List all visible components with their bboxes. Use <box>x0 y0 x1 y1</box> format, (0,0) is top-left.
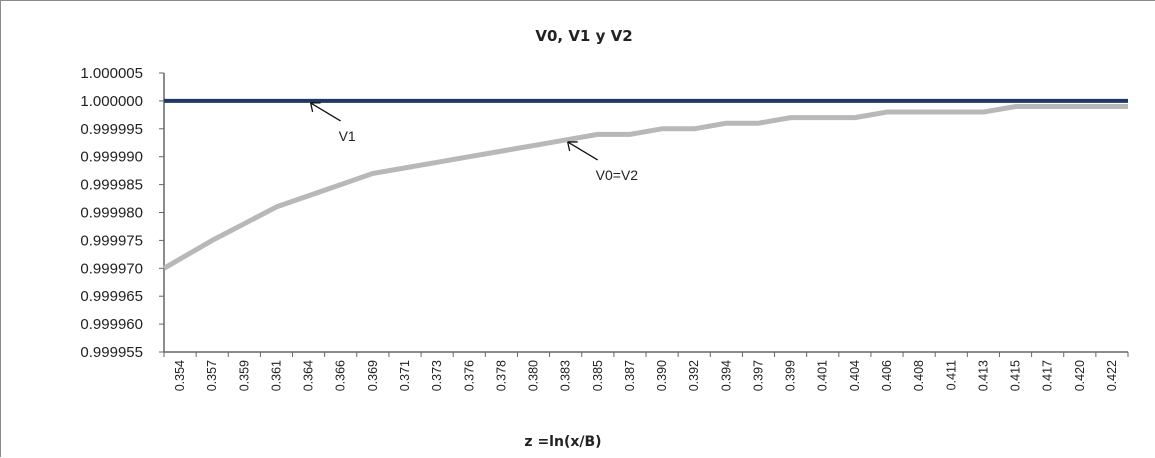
x-axis-label: z =ln(x/B) <box>524 434 601 450</box>
y-axis-ticks: 1.000005 1.000000 0.999995 0.999990 0.999985… <box>80 65 164 361</box>
x-tick-label: 0.376 <box>462 360 476 391</box>
y-tick-label: 0.999985 <box>80 177 143 194</box>
x-tick-label: 0.354 <box>173 360 187 391</box>
x-tick-label: 0.357 <box>205 360 219 391</box>
x-tick-label: 0.371 <box>398 360 412 391</box>
x-tick-label: 0.399 <box>784 360 798 391</box>
series-layer <box>162 98 1128 271</box>
y-tick-label: 0.999960 <box>80 316 143 333</box>
x-tick-label: 0.383 <box>559 360 573 391</box>
x-tick-label: 0.373 <box>430 360 444 391</box>
x-tick-label: 0.422 <box>1105 360 1119 391</box>
x-tick-label: 0.390 <box>655 360 669 391</box>
x-tick-label: 0.359 <box>237 360 251 391</box>
annotation-arrow <box>310 102 341 122</box>
x-tick-label: 0.411 <box>944 360 958 390</box>
y-tick-label: 1.000005 <box>80 65 143 82</box>
x-tick-label: 0.404 <box>848 360 862 391</box>
annotation-label: V1 <box>339 128 356 144</box>
x-axis-ticks: 0.354 0.357 0.359 0.361 0.364 0.366 0.369 0.371… <box>163 352 1129 391</box>
y-tick-label: 0.999990 <box>80 149 143 166</box>
x-tick-label: 0.406 <box>880 360 894 391</box>
x-tick-label: 0.413 <box>976 360 990 391</box>
annotations: V1 V0=V2 <box>309 102 639 183</box>
annotation-arrow <box>567 141 599 161</box>
x-tick-label: 0.387 <box>623 360 637 391</box>
x-tick-label: 0.366 <box>334 360 348 391</box>
x-tick-label: 0.417 <box>1041 360 1055 391</box>
y-tick-label: 0.999970 <box>80 260 143 277</box>
y-tick-label: 0.999995 <box>80 121 143 138</box>
y-tick-label: 0.999955 <box>80 344 143 361</box>
x-tick-label: 0.397 <box>751 360 765 391</box>
x-tick-label: 0.385 <box>591 360 605 391</box>
series-line-v0-v2 <box>162 103 1128 271</box>
y-tick-label: 0.999975 <box>80 232 143 249</box>
annotation-label: V0=V2 <box>596 167 639 183</box>
x-tick-label: 0.401 <box>816 360 830 391</box>
x-tick-label: 0.415 <box>1009 360 1023 391</box>
y-tick-label: 0.999965 <box>80 288 143 305</box>
x-tick-label: 0.394 <box>719 360 733 391</box>
y-tick-label: 1.000000 <box>80 93 143 110</box>
x-tick-label: 0.408 <box>912 360 926 391</box>
x-tick-label: 0.378 <box>494 360 508 391</box>
x-tick-label: 0.392 <box>687 360 701 391</box>
x-tick-label: 0.380 <box>527 360 541 391</box>
x-tick-label: 0.364 <box>302 360 316 391</box>
x-tick-label: 0.369 <box>366 360 380 391</box>
annotation-arrowhead <box>567 141 578 152</box>
x-tick-label: 0.420 <box>1073 360 1087 391</box>
x-tick-label: 0.361 <box>269 360 283 391</box>
chart-title: V0, V1 y V2 <box>535 27 632 45</box>
annotation-arrowhead <box>309 102 321 113</box>
y-tick-label: 0.999980 <box>80 205 143 222</box>
